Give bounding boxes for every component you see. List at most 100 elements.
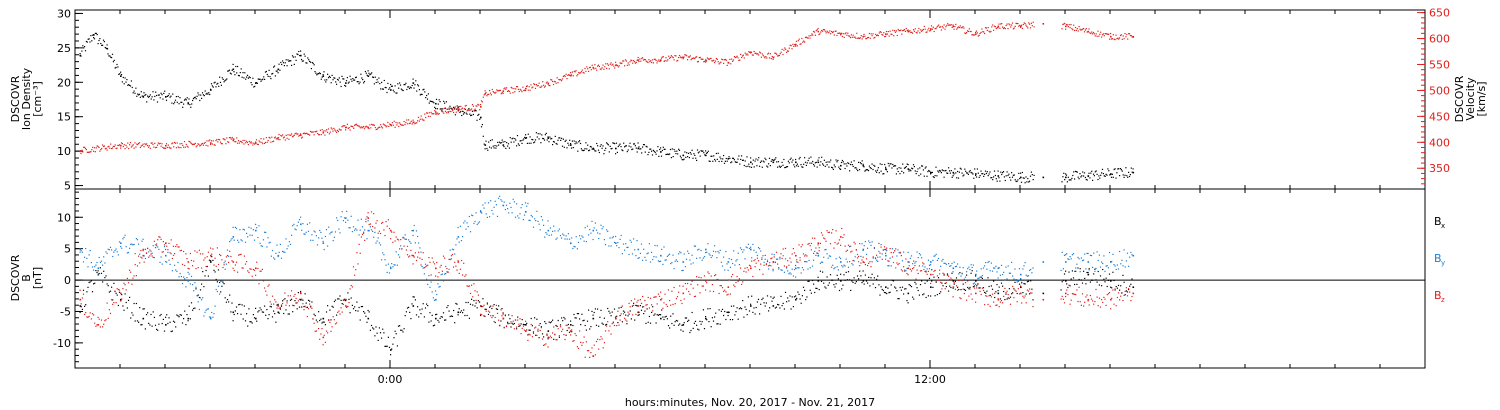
b-bz-point [230, 255, 232, 258]
velocity-point [139, 146, 141, 149]
b-bz-point [577, 347, 580, 349]
b-bx-point [809, 289, 811, 291]
density-point [373, 83, 375, 85]
b-bx-point [438, 321, 440, 323]
b-by-point [265, 231, 267, 233]
density-point [342, 78, 344, 80]
velocity-point [1130, 35, 1132, 37]
b-bx-point [540, 326, 542, 328]
velocity-point [529, 89, 531, 91]
b-by-point [784, 258, 787, 260]
b-bx-point [598, 325, 600, 327]
velocity-point [1019, 24, 1021, 26]
b-by-point [589, 229, 591, 231]
b-by-point [718, 252, 720, 254]
density-point [273, 65, 276, 67]
b-bx-point [651, 311, 653, 313]
velocity-point [279, 139, 281, 141]
density-point [147, 96, 150, 98]
b-by-point [978, 277, 980, 279]
b-bx-point [458, 308, 460, 310]
b-bz-point [322, 344, 324, 346]
velocity-point [1067, 26, 1069, 28]
b-by-point [1079, 271, 1081, 273]
b-by-point [124, 234, 126, 236]
b-bx-point [772, 297, 774, 299]
velocity-point [1122, 35, 1124, 37]
velocity-point [308, 133, 310, 135]
b-by-point [271, 249, 274, 252]
b-by-point [1020, 278, 1022, 280]
velocity-point [977, 35, 979, 37]
velocity-point [180, 147, 182, 149]
density-point [950, 170, 952, 172]
b-bx-point [564, 318, 566, 320]
b-by-point [544, 236, 546, 238]
density-point [408, 87, 411, 90]
velocity-point [1070, 24, 1072, 26]
b-bz-point [172, 245, 175, 247]
density-point [741, 159, 744, 161]
b-bx-point [756, 301, 758, 303]
b-by-point [410, 242, 412, 244]
b-by-point [1106, 265, 1108, 267]
b-by-point [807, 268, 809, 270]
velocity-point [488, 93, 490, 95]
velocity-point [233, 138, 235, 140]
velocity-point [937, 25, 939, 27]
velocity-point [512, 92, 514, 94]
density-point [863, 166, 865, 168]
b-by-point [841, 265, 843, 267]
density-point [288, 60, 290, 62]
density-point [735, 161, 737, 163]
velocity-point [129, 144, 131, 146]
b-by-data-point [457, 236, 460, 238]
b-bx-point [1027, 280, 1030, 282]
density-point [504, 141, 506, 143]
velocity-point [894, 30, 896, 32]
velocity-point [885, 30, 888, 33]
b-by-point [1113, 264, 1115, 266]
b-bz-point [627, 311, 629, 313]
b-bz-point [395, 236, 397, 238]
velocity-point [783, 49, 785, 51]
b-by-point [753, 249, 755, 251]
density-point [397, 83, 399, 85]
density-point [296, 53, 298, 55]
velocity-point [702, 58, 704, 60]
b-by-point [837, 269, 839, 271]
b-bz-point [653, 296, 655, 298]
axis-title-line: Ion Density [20, 67, 33, 130]
b-bx-point [654, 313, 656, 315]
density-point [272, 72, 274, 75]
b-bx-point [949, 285, 951, 287]
velocity-point [305, 132, 307, 134]
b-bx-point [1128, 288, 1130, 291]
density-point [552, 141, 555, 143]
b-bz-point [144, 248, 146, 250]
b-by-point [529, 219, 531, 221]
velocity-point [610, 62, 612, 64]
density-point [623, 142, 625, 144]
b-bz-point [688, 290, 690, 293]
b-bx-point [831, 279, 833, 281]
density-point [453, 108, 456, 110]
b-bx-data-point [525, 324, 527, 326]
b-by-point [483, 207, 485, 209]
density-point [642, 146, 644, 148]
b-bx-point [289, 299, 292, 301]
velocity-point [845, 32, 847, 34]
b-bx-point [363, 311, 365, 313]
density-point [415, 80, 417, 82]
b-bz-point [94, 322, 96, 324]
b-bz-point [613, 324, 616, 327]
density-point [282, 60, 284, 62]
velocity-point [503, 88, 505, 90]
b-bz-point [203, 259, 205, 261]
velocity-point [293, 134, 295, 136]
tick-label: 550 [1429, 58, 1450, 71]
b-bx-point [781, 305, 783, 307]
b-by-point [360, 218, 362, 220]
b-bz-point [622, 313, 625, 315]
density-point [766, 165, 768, 167]
